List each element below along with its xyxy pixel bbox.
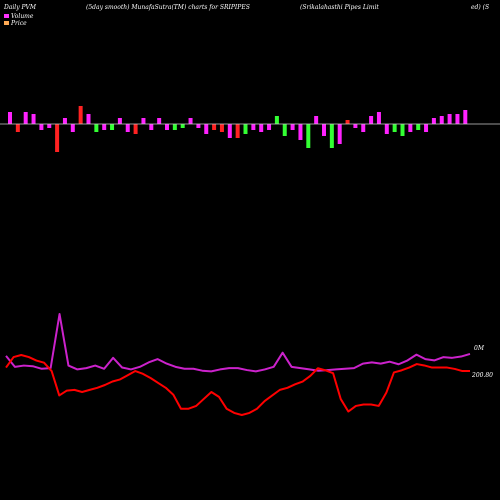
- volume-bar: [251, 124, 256, 130]
- volume-bar: [180, 124, 185, 128]
- volume-bar: [384, 124, 389, 134]
- header-left: Daily PVM: [3, 4, 37, 11]
- volume-bar: [55, 124, 60, 152]
- volume-bar: [337, 124, 342, 144]
- volume-bar: [165, 124, 169, 130]
- volume-bar: [439, 116, 444, 124]
- volume-bar: [424, 124, 429, 132]
- volume-bar: [157, 118, 162, 124]
- volume-bar: [188, 118, 193, 124]
- volume-bar: [329, 124, 334, 148]
- volume-bar: [86, 114, 91, 124]
- volume-bar: [322, 124, 326, 136]
- volume-bar: [361, 124, 366, 132]
- volume-legend-swatch: [4, 14, 9, 18]
- volume-legend-label: Volume: [11, 13, 34, 20]
- volume-bar: [133, 124, 138, 134]
- volume-bar: [282, 124, 287, 136]
- volume-bar: [235, 124, 240, 138]
- volume-bar: [274, 116, 279, 124]
- volume-bar: [298, 124, 303, 140]
- volume-bar: [102, 124, 107, 130]
- volume-bar: [219, 124, 224, 132]
- volume-bar: [31, 114, 36, 124]
- volume-bar: [400, 124, 405, 136]
- volume-bar: [392, 124, 397, 132]
- volume-bar: [463, 110, 468, 124]
- header-right: ed) (S: [471, 4, 489, 11]
- volume-bar: [78, 106, 83, 124]
- volume-bar: [227, 124, 232, 138]
- volume-bar: [23, 112, 28, 124]
- volume-bar: [196, 124, 201, 128]
- header-company: (Srikalahasthi Pipes Limit: [300, 4, 379, 11]
- volume-bars: [8, 106, 468, 152]
- price-line: [5, 354, 470, 416]
- volume-bar: [353, 124, 358, 128]
- price-legend-swatch: [4, 21, 9, 25]
- volume-bar: [47, 124, 52, 128]
- volume-bar: [141, 118, 146, 124]
- volume-bar: [290, 124, 295, 130]
- volume-line: [5, 313, 471, 373]
- price-legend-label: Price: [10, 20, 27, 27]
- volume-bar: [455, 114, 460, 124]
- volume-bar: [447, 114, 452, 124]
- volume-bar: [15, 124, 20, 132]
- volume-bar: [204, 124, 209, 134]
- volume-axis-label: 0M: [474, 345, 485, 352]
- volume-bar: [94, 124, 99, 132]
- volume-bar: [172, 124, 177, 130]
- volume-bar: [70, 124, 75, 132]
- volume-bar: [212, 124, 217, 130]
- volume-bar: [369, 116, 374, 124]
- volume-bar: [408, 124, 413, 132]
- volume-bar: [259, 124, 264, 132]
- volume-bar: [8, 112, 12, 124]
- volume-bar: [306, 124, 311, 148]
- volume-bar: [345, 120, 350, 124]
- volume-bar: [149, 124, 154, 130]
- volume-bar: [431, 118, 436, 124]
- line-series: [5, 313, 471, 416]
- volume-bar: [117, 118, 122, 124]
- volume-bar: [314, 116, 319, 124]
- volume-bar: [110, 124, 115, 130]
- volume-bar: [39, 124, 44, 130]
- volume-bar: [416, 124, 421, 130]
- volume-bar: [62, 118, 67, 124]
- volume-bar: [243, 124, 248, 134]
- volume-bar: [125, 124, 130, 132]
- header-title: (5day smooth) MunafaSutra(TM) charts for…: [86, 4, 250, 11]
- volume-bar: [267, 124, 272, 130]
- price-axis-label: 200.80: [471, 372, 493, 379]
- volume-bar: [376, 112, 381, 124]
